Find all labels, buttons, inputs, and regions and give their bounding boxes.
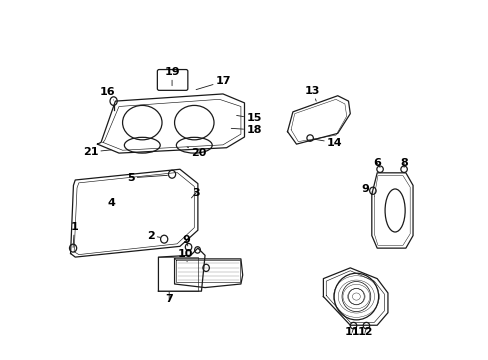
Text: 17: 17: [196, 76, 231, 90]
Text: 20: 20: [187, 147, 206, 158]
Text: 13: 13: [305, 86, 320, 101]
Text: 9: 9: [182, 235, 190, 246]
Text: 1: 1: [70, 222, 78, 247]
Text: 3: 3: [191, 188, 200, 198]
Text: 7: 7: [165, 292, 173, 304]
Text: 15: 15: [236, 113, 261, 123]
Text: 18: 18: [231, 125, 261, 135]
Text: 2: 2: [146, 231, 160, 240]
Text: 6: 6: [372, 158, 380, 168]
Text: 12: 12: [357, 327, 372, 337]
Text: 8: 8: [399, 158, 407, 168]
Text: 10: 10: [178, 248, 193, 262]
Text: 11: 11: [344, 327, 359, 337]
Text: 19: 19: [164, 67, 180, 86]
Text: 5: 5: [126, 173, 167, 183]
Text: 21: 21: [82, 147, 111, 157]
Text: 16: 16: [100, 87, 115, 100]
Text: 4: 4: [108, 198, 116, 208]
Text: 14: 14: [313, 138, 342, 148]
Text: 9: 9: [361, 184, 372, 194]
